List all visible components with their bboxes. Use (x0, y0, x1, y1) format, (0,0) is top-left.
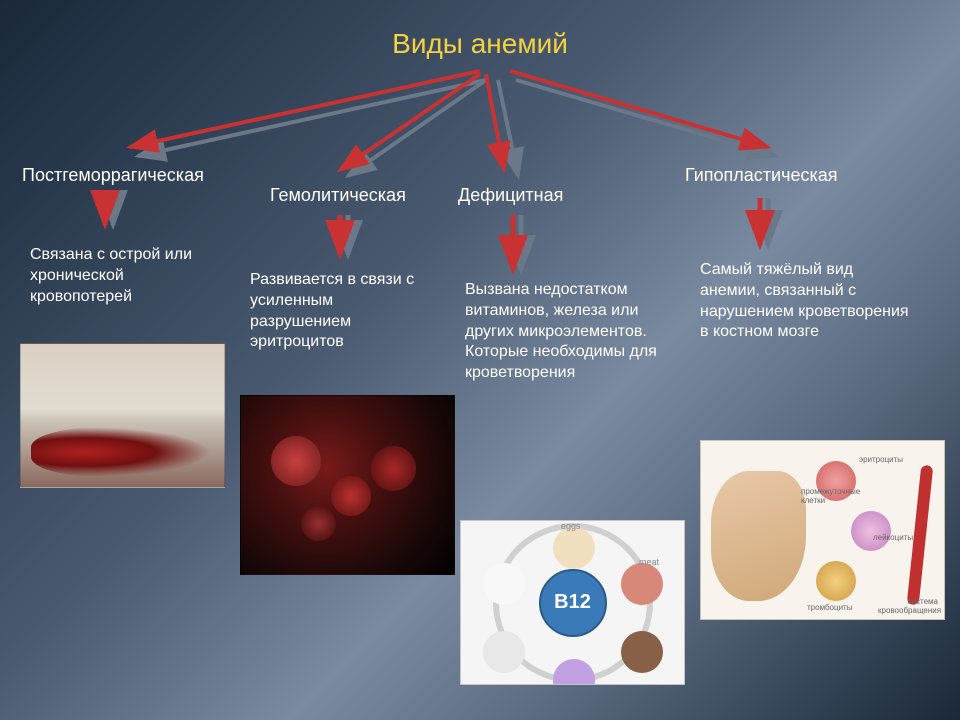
img4-label-4: промежуточные клетки (801, 487, 851, 505)
image-hemolytic (240, 395, 455, 575)
image-deficiency-b12: B12 eggs meat (460, 520, 685, 685)
b12-label: B12 (539, 569, 607, 637)
img4-label-1: эритроциты (859, 455, 903, 464)
food-label-eggs: eggs (561, 521, 581, 531)
image-hypoplastic: эритроциты лейкоциты тромбоциты промежут… (700, 440, 945, 620)
branch-label-2: Гемолитическая (270, 185, 406, 206)
img4-label-2: лейкоциты (873, 533, 913, 542)
img4-label-3: тромбоциты (807, 603, 852, 612)
branch-desc-4: Самый тяжёлый вид анемии, связанный с на… (700, 260, 910, 343)
branch-desc-1: Связана с острой или хронической кровопо… (30, 245, 230, 307)
branch-label-3: Дефицитная (458, 185, 563, 206)
diagram-title: Виды анемий (392, 28, 568, 60)
food-label-meat: meat (639, 557, 659, 567)
img4-label-5: система кровообращения (878, 597, 938, 615)
branch-desc-2: Развивается в связи с усиленным разрушен… (250, 270, 435, 353)
branch-label-4: Гипопластическая (685, 165, 838, 186)
branch-desc-3: Вызвана недостатком витаминов, железа ил… (465, 280, 660, 384)
image-posthaemorrhagic (20, 343, 225, 488)
branch-label-1: Постгеморрагическая (22, 165, 204, 186)
